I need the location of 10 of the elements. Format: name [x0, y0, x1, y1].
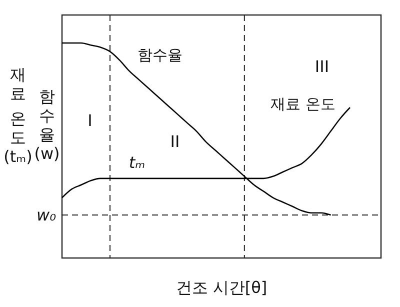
series-label: 함수율	[138, 46, 182, 64]
series-label: 재료 온도	[270, 95, 336, 113]
annotation: III	[314, 57, 330, 76]
annotation: I	[88, 111, 92, 130]
x-axis-title: 건조 시간[θ]	[176, 278, 268, 297]
annotation: tₘ	[128, 153, 146, 172]
text: 재료 온도(tₘ)	[4, 65, 32, 166]
annotation: II	[170, 132, 180, 151]
ref-line-label: w₀	[36, 206, 57, 225]
y-axis-title: 함수율(w)	[34, 87, 60, 163]
